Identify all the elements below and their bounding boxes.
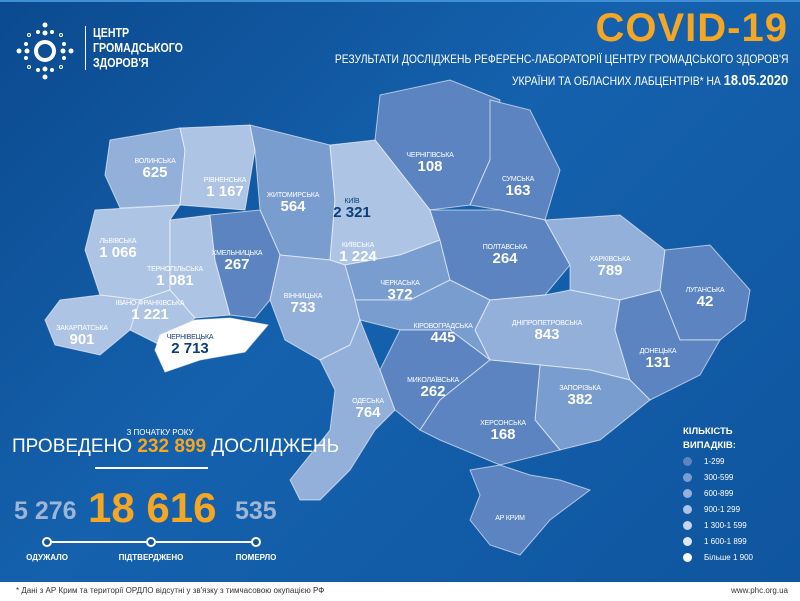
legend-label: 300-599	[704, 472, 734, 482]
legend-swatch-icon	[683, 536, 692, 546]
deaths-label: ПОМЕРЛО	[235, 553, 277, 562]
recovered-count: 5 276	[14, 497, 77, 525]
region-vinnytska	[269, 254, 361, 361]
timeline-dot	[251, 537, 261, 547]
legend-item: 900-1 299	[683, 501, 753, 517]
legend-label: 1 600-1 899	[704, 536, 747, 546]
legend-swatch-icon	[683, 472, 692, 482]
divider	[95, 467, 208, 469]
legend-label: 1-299	[704, 456, 725, 466]
recovered-label: ОДУЖАЛО	[26, 553, 68, 562]
legend-item: 600-899	[683, 485, 753, 501]
timeline-dot	[42, 537, 52, 547]
legend-item: 300-599	[683, 469, 753, 485]
legend-label: 1 300-1 599	[704, 520, 747, 530]
legend-item: 1 300-1 599	[683, 517, 753, 533]
legend-swatch-icon	[683, 488, 692, 498]
region-chernivetska	[154, 317, 269, 373]
org-name: ЦЕНТР ГРОМАДСЬКОГО ЗДОРОВ'Я	[93, 26, 183, 71]
legend-swatch-icon	[683, 456, 692, 466]
footnote: * Дані з АР Крим та території ОРДЛО відс…	[16, 586, 325, 595]
region-khmelnytska	[209, 209, 281, 319]
logo-divider	[85, 26, 86, 70]
legend-title: ВИПАДКІВ:	[683, 440, 736, 451]
region-rivnenska	[179, 124, 256, 211]
tests-suffix: ДОСЛІДЖЕНЬ	[206, 436, 340, 457]
page-title: COVID-19	[595, 6, 788, 50]
legend-item: 1 600-1 899	[683, 533, 753, 549]
ukraine-map	[44, 79, 751, 556]
org-line: ЗДОРОВ'Я	[93, 56, 149, 70]
legend-label: 600-899	[704, 488, 734, 498]
tests-count: 232 899	[137, 436, 207, 457]
since-label: З ПОЧАТКУ РОКУ	[126, 428, 194, 437]
region-lvivska	[84, 204, 181, 301]
region-khersonska	[419, 359, 561, 466]
report-date: 18.05.2020	[723, 72, 788, 89]
legend-swatch-icon	[683, 552, 692, 562]
org-line: ЦЕНТР	[93, 26, 130, 40]
legend-item: Більше 1 900	[683, 549, 753, 565]
region-donetska	[614, 289, 721, 401]
legend: КІЛЬКІСТЬ ВИПАДКІВ: 1-299 300-599 600-899 9…	[683, 425, 753, 565]
deaths-count: 535	[235, 497, 277, 525]
legend-item: 1-299	[683, 453, 753, 469]
tests-prefix: ПРОВЕДЕНО	[12, 436, 138, 457]
legend-label: 900-1 299	[704, 504, 741, 514]
region-crimea	[469, 464, 592, 556]
region-odeska	[289, 318, 396, 501]
timeline-dot	[146, 537, 156, 547]
subtitle-date-line: УКРАЇНИ ТА ОБЛАСНИХ ЛАБЦЕНТРІВ* НА 18.05…	[512, 72, 788, 89]
legend-title: КІЛЬКІСТЬ	[683, 426, 733, 437]
confirmed-count: 18 616	[88, 484, 217, 531]
region-zakarpatska	[44, 294, 141, 356]
org-line: ГРОМАДСЬКОГО	[93, 41, 183, 55]
tests-summary: ПРОВЕДЕНО 232 899 ДОСЛІДЖЕНЬ	[12, 436, 339, 458]
subtitle: РЕЗУЛЬТАТИ ДОСЛІДЖЕНЬ РЕФЕРЕНС-ЛАБОРАТОР…	[334, 52, 788, 66]
phc-logo-icon	[16, 22, 74, 80]
region-volynska	[104, 127, 186, 209]
subtitle-text: УКРАЇНИ ТА ОБЛАСНИХ ЛАБЦЕНТРІВ* НА	[511, 74, 724, 88]
legend-label: Більше 1 900	[704, 552, 753, 562]
confirmed-label: ПІДТВЕРДЖЕНО	[118, 553, 184, 562]
legend-swatch-icon	[683, 504, 692, 514]
legend-swatch-icon	[683, 520, 692, 530]
website-link[interactable]: www.phc.org.ua	[731, 586, 788, 595]
